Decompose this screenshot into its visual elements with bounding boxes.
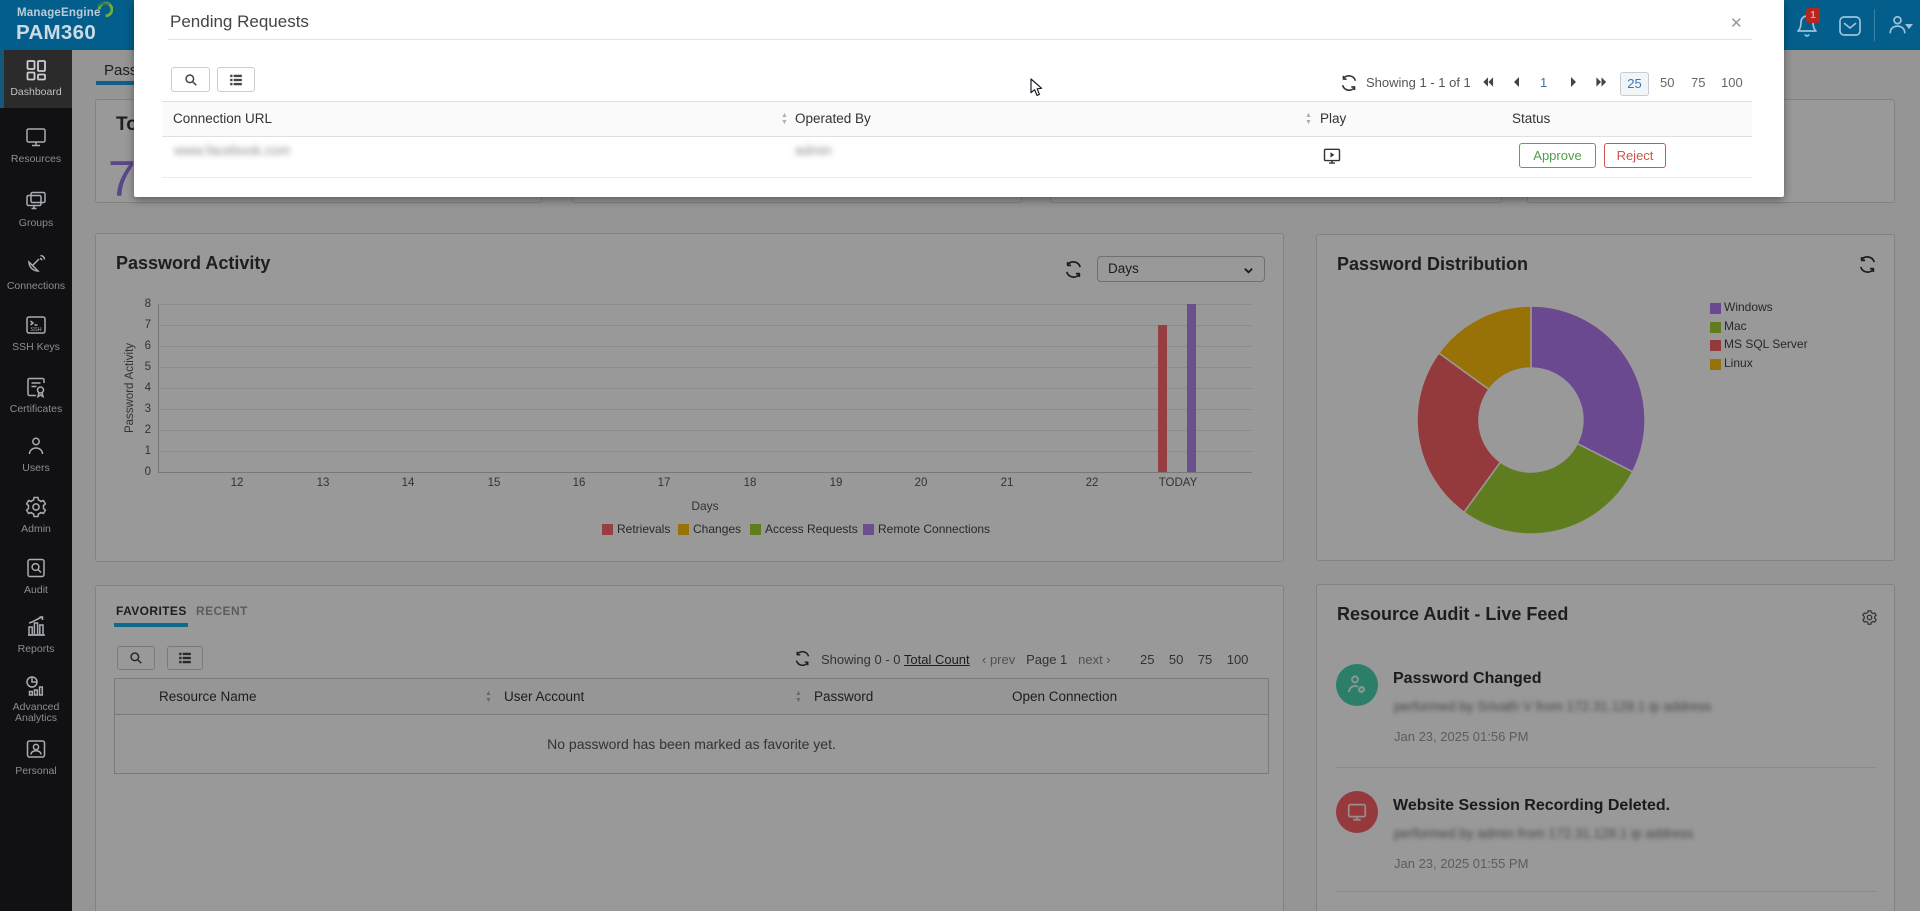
svg-text:SSH: SSH	[30, 327, 41, 333]
